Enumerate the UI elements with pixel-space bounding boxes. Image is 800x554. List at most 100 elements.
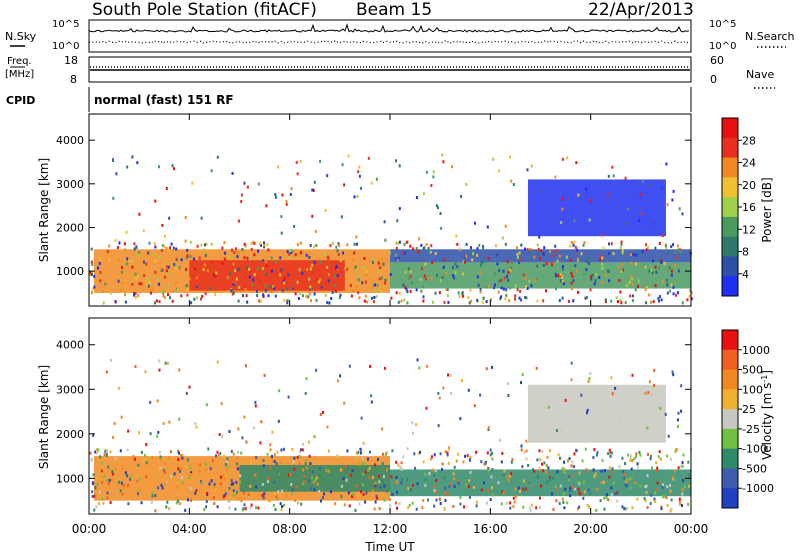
freq-tick-high: 18 — [64, 54, 78, 67]
scatter-cell — [143, 274, 146, 278]
scatter-cell — [338, 296, 341, 299]
scatter-cell — [459, 417, 462, 421]
scatter-cell — [550, 261, 553, 265]
scatter-cell — [374, 463, 377, 467]
scatter-cell — [467, 388, 470, 392]
scatter-cell — [438, 396, 441, 400]
scatter-cell — [262, 459, 265, 462]
scatter-cell — [115, 467, 117, 470]
scatter-cell — [543, 246, 546, 250]
scatter-cell — [140, 501, 143, 505]
scatter-cell — [90, 247, 93, 251]
scatter-cell — [607, 498, 610, 502]
scatter-cell — [661, 486, 664, 489]
scatter-cell — [185, 465, 187, 469]
scatter-cell — [178, 417, 181, 421]
scatter-cell — [462, 294, 465, 298]
scatter-cell — [326, 301, 329, 305]
scatter-cell — [395, 159, 397, 163]
scatter-cell — [562, 470, 565, 474]
scatter-cell — [383, 484, 386, 488]
scatter-cell — [634, 481, 637, 485]
scatter-cell — [678, 500, 681, 504]
scatter-cell — [342, 476, 345, 480]
scatter-cell — [491, 451, 494, 455]
scatter-cell — [582, 480, 585, 484]
scatter-cell — [304, 391, 307, 395]
scatter-cell — [409, 289, 412, 293]
scatter-cell — [260, 243, 262, 247]
scatter-cell — [506, 274, 509, 278]
scatter-cell — [154, 494, 157, 497]
scatter-cell — [629, 294, 632, 298]
scatter-cell — [129, 475, 132, 479]
scatter-cell — [107, 465, 110, 469]
scatter-cell — [585, 468, 588, 472]
scatter-cell — [644, 265, 647, 269]
scatter-cell — [158, 368, 161, 372]
scatter-cell — [444, 499, 447, 502]
scatter-cell — [675, 448, 678, 452]
scatter-cell — [293, 467, 296, 471]
scatter-cell — [124, 293, 126, 297]
scatter-cell — [336, 273, 339, 277]
scatter-cell — [379, 266, 382, 270]
colorbar-tick-label: -500 — [742, 462, 767, 475]
scatter-cell — [105, 453, 108, 457]
scatter-cell — [228, 506, 231, 510]
scatter-cell — [145, 443, 148, 447]
scatter-cell — [434, 469, 437, 473]
scatter-cell — [570, 287, 573, 291]
scatter-cell — [111, 472, 114, 476]
scatter-cell — [110, 358, 112, 362]
scatter-cell — [279, 273, 282, 277]
scatter-cell — [166, 272, 169, 276]
scatter-cell — [214, 487, 217, 491]
scatter-cell — [345, 478, 348, 482]
scatter-cell — [376, 283, 379, 287]
scatter-cell — [395, 241, 398, 245]
scatter-cell — [520, 243, 523, 247]
scatter-cell — [262, 496, 265, 500]
scatter-cell — [564, 471, 567, 475]
scatter-cell — [256, 267, 259, 271]
scatter-cell — [192, 274, 195, 278]
scatter-cell — [441, 467, 443, 471]
scatter-cell — [570, 361, 573, 365]
colorbar-segment — [722, 389, 738, 410]
scatter-cell — [380, 276, 383, 280]
station-title: South Pole Station (fitACF) — [92, 0, 317, 20]
scatter-cell — [125, 262, 128, 266]
scatter-cell — [135, 245, 138, 249]
scatter-cell — [494, 244, 497, 248]
colorbar-segment — [722, 468, 738, 489]
scatter-cell — [570, 378, 573, 382]
scatter-cell — [264, 289, 267, 292]
scatter-cell — [599, 469, 602, 473]
scatter-cell — [509, 268, 512, 272]
scatter-cell — [541, 462, 543, 466]
scatter-cell — [124, 300, 127, 304]
scatter-cell — [464, 483, 467, 487]
y-tick-label: 1000 — [56, 265, 84, 278]
scatter-cell — [131, 265, 134, 269]
scatter-cell — [468, 301, 471, 305]
scatter-cell — [137, 270, 140, 274]
scatter-cell — [587, 488, 590, 492]
scatter-cell — [123, 242, 126, 246]
scatter-cell — [210, 242, 213, 246]
scatter-cell — [260, 420, 263, 424]
scatter-cell — [447, 373, 449, 377]
scatter-cell — [112, 196, 115, 200]
scatter-cell — [671, 475, 674, 479]
scatter-cell — [232, 452, 235, 456]
scatter-cell — [566, 501, 569, 505]
scatter-cell — [646, 474, 649, 478]
scatter-cell — [360, 490, 362, 494]
scatter-cell — [209, 287, 212, 291]
scatter-cell — [277, 490, 280, 494]
scatter-cell — [539, 257, 542, 261]
scatter-cell — [404, 270, 407, 274]
scatter-cell — [322, 411, 324, 414]
scatter-cell — [635, 253, 638, 257]
